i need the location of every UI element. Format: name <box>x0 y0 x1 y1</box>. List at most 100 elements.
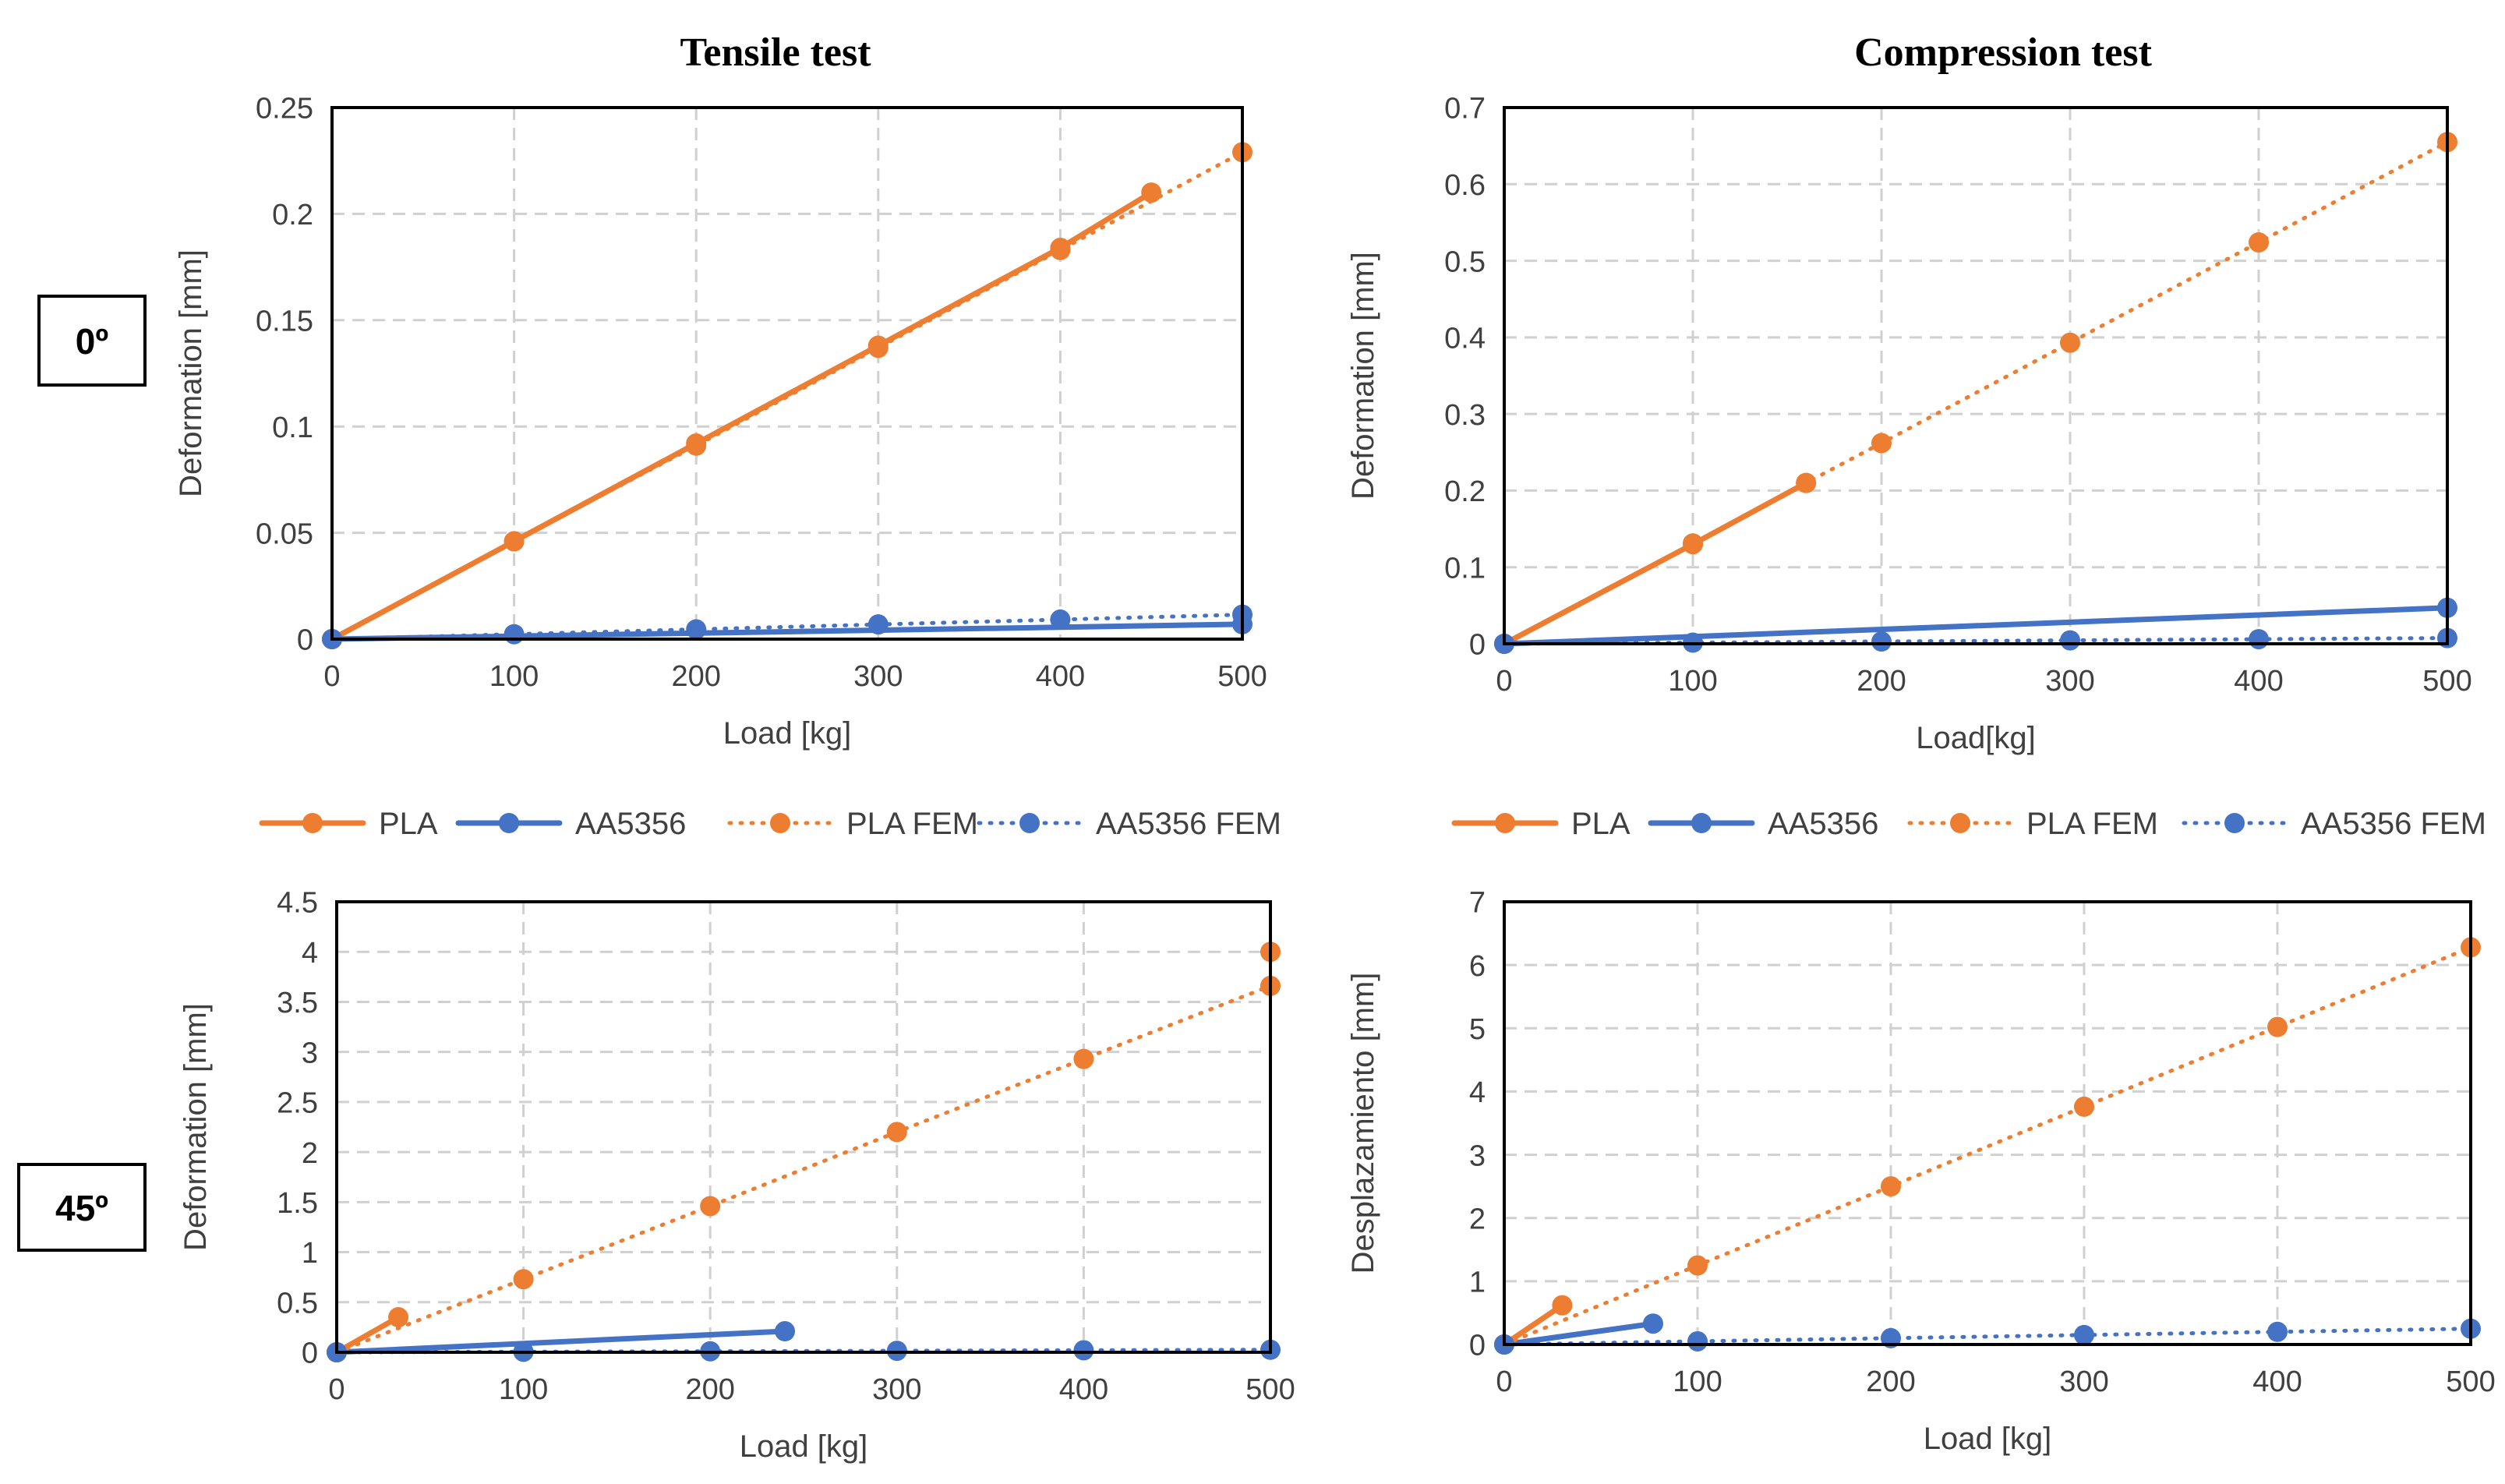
legends: PLA AA5356 PLA FEM AA5356 FEM PLA AA5356 PLA F… <box>259 807 2486 841</box>
legend-swatch-marker <box>1019 813 1040 833</box>
data-point <box>1796 472 1817 493</box>
y-tick-label: 3 <box>1469 1140 1486 1172</box>
legend-swatch-marker <box>770 813 790 833</box>
legend-label: PLA FEM <box>2026 807 2158 841</box>
data-point <box>686 435 707 456</box>
row-label-45deg-text: 45º <box>55 1188 108 1228</box>
x-tick-label: 0 <box>1496 1366 1512 1398</box>
x-tick-label: 300 <box>2045 665 2094 698</box>
y-tick-label: 0.6 <box>1444 169 1486 202</box>
x-axis-label: Load [kg] <box>723 716 852 751</box>
y-tick-label: 0.7 <box>1444 93 1486 125</box>
x-axis-label: Load [kg] <box>1924 1422 2052 1456</box>
y-axis-label: Deformation [mm] <box>1346 252 1380 500</box>
series-line <box>329 621 1245 642</box>
data-point <box>503 624 525 645</box>
plot-area <box>330 106 1244 641</box>
data-point <box>1073 1048 1094 1069</box>
y-tick-label: 4 <box>1469 1076 1486 1109</box>
y-tick-label: 0.25 <box>256 93 313 125</box>
legend-item-pla-fem: PLA FEM <box>727 807 978 841</box>
y-tick-label: 2 <box>1469 1203 1486 1235</box>
series-aa5356 <box>322 613 1252 649</box>
series-aa5356-fem <box>322 604 1252 649</box>
column-title-tensile: Tensile test <box>680 30 871 75</box>
chart-4: 0 100 200 300 400 500 0 1 2 3 4 5 6 7 Load [kg] Desplaz… <box>1346 887 2496 1456</box>
data-point <box>2267 1016 2288 1037</box>
legend-swatch-marker <box>1950 813 1970 833</box>
data-point <box>1552 1295 1573 1316</box>
y-tick-label: 1 <box>302 1237 318 1270</box>
y-tick-label: 0.2 <box>272 199 313 231</box>
data-point <box>1871 631 1892 652</box>
row-label-45deg: 45º <box>17 1163 147 1252</box>
legend-item-aa5356-fem: AA5356 FEM <box>2182 807 2486 841</box>
y-tick-label: 2 <box>302 1137 318 1170</box>
legend-swatch-marker <box>302 813 323 833</box>
charts: 0 100 200 300 400 50000.050.10.150.20.25Load … <box>174 93 2496 1464</box>
x-tick-label: 400 <box>2252 1366 2302 1398</box>
y-tick-label: 0.4 <box>1444 323 1486 355</box>
y-tick-label: 0 <box>297 624 313 657</box>
legend-swatch-marker <box>2224 813 2245 833</box>
series-line <box>330 150 1245 641</box>
legend-swatch-marker <box>499 813 519 833</box>
legend-label: PLA <box>1571 807 1631 841</box>
y-tick-label: 0 <box>1469 629 1486 662</box>
y-tick-label: 1 <box>1469 1267 1486 1299</box>
y-tick-label: 0.5 <box>277 1287 318 1320</box>
data-point <box>686 619 707 640</box>
x-tick-label: 300 <box>2059 1366 2108 1398</box>
x-tick-label: 300 <box>853 660 903 693</box>
series-aa5356 <box>1494 597 2457 654</box>
data-point <box>2060 332 2080 353</box>
legend-item-aa5356: AA5356 <box>1648 807 1878 841</box>
y-tick-label: 0.05 <box>256 518 313 550</box>
x-tick-label: 200 <box>685 1373 734 1406</box>
series-line <box>334 984 1273 1355</box>
series-pla-fem <box>1494 937 2481 1355</box>
series-line <box>1501 480 1809 647</box>
data-point <box>2249 629 2269 650</box>
data-point <box>2074 1096 2094 1117</box>
x-axis-label: Load [kg] <box>740 1429 868 1464</box>
series-line <box>1502 1327 2473 1347</box>
plot-area <box>335 900 1272 1354</box>
series-pla <box>1494 472 1817 654</box>
legend-item-pla-fem: PLA FEM <box>1907 807 2158 841</box>
row-label-0deg-text: 0º <box>76 321 109 362</box>
y-tick-label: 0.15 <box>256 305 313 337</box>
series-line <box>1502 945 2473 1347</box>
x-tick-label: 200 <box>1866 1366 1915 1398</box>
y-tick-label: 3 <box>302 1037 318 1069</box>
legend-2: PLA AA5356 PLA FEM AA5356 FEM <box>1451 807 2486 841</box>
data-point <box>1141 182 1162 203</box>
series-pla-fem <box>327 975 1281 1362</box>
x-tick-label: 100 <box>1673 1366 1722 1398</box>
series-line <box>1501 1320 1656 1348</box>
legend-item-pla: PLA <box>1451 807 1631 841</box>
plot-area <box>1503 900 2472 1346</box>
legend-label: AA5356 FEM <box>1096 807 1281 841</box>
series-line <box>334 1328 788 1355</box>
data-point <box>1683 533 1703 554</box>
data-point <box>1642 1313 1663 1334</box>
y-axis-label: Deformation [mm] <box>174 249 208 497</box>
x-tick-label: 0 <box>328 1373 344 1406</box>
x-tick-label: 100 <box>1668 665 1717 698</box>
x-tick-label: 500 <box>2422 665 2471 698</box>
y-tick-label: 0 <box>302 1337 318 1370</box>
series-line <box>1501 1302 1565 1348</box>
y-tick-label: 0 <box>1469 1330 1486 1362</box>
legend-label: AA5356 FEM <box>2301 807 2486 841</box>
data-point <box>2074 1324 2094 1345</box>
y-axis-label: Deformation [mm] <box>178 1003 213 1251</box>
x-tick-label: 0 <box>1496 665 1512 698</box>
series-line <box>330 613 1245 641</box>
data-point <box>503 531 525 552</box>
x-tick-label: 500 <box>1245 1373 1295 1406</box>
y-tick-label: 3.5 <box>277 987 318 1019</box>
y-tick-label: 1.5 <box>277 1187 318 1220</box>
legend-label: AA5356 <box>575 807 686 841</box>
